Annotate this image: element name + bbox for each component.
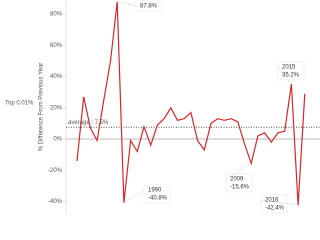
data-line xyxy=(76,1,306,206)
y-tick-label: 60% xyxy=(50,43,63,49)
annotation-year: 1990 xyxy=(148,188,162,194)
annotation-leader xyxy=(260,199,299,206)
annotation-value: -40.8% xyxy=(148,196,168,202)
annotation-value: -15.6% xyxy=(230,185,250,191)
annotation: 2009 -15.6% xyxy=(225,163,253,193)
annotation-year: 2016 xyxy=(265,198,279,204)
annotation-value: 87.8% xyxy=(140,4,158,10)
average-label: average : 7.5% xyxy=(68,120,109,126)
y-tick-label: 40% xyxy=(50,74,63,80)
page: {"chart_data": { "type": "line", "group_… xyxy=(5,0,320,214)
annotation-leader xyxy=(123,189,145,203)
y-tick-label: -20% xyxy=(48,168,63,174)
annotation-leader xyxy=(277,66,292,85)
annotation-year: 2009 xyxy=(230,177,244,183)
annotation-year: 2015 xyxy=(282,65,296,71)
annotation-box xyxy=(260,194,288,214)
annotation: 2015 35.2% xyxy=(277,61,305,85)
y-axis-title: % Difference From Previous Year xyxy=(39,63,45,152)
annotation: 1990 -40.8% xyxy=(123,184,171,204)
y-tick-label: -40% xyxy=(48,199,63,205)
y-tick-label: 20% xyxy=(50,105,63,111)
annotation-box xyxy=(143,184,171,204)
group-label: Top 0.01% xyxy=(5,101,34,107)
annotation-box xyxy=(225,173,253,193)
y-tick-label: 80% xyxy=(50,12,63,18)
annotation-leader xyxy=(225,163,252,180)
annotation-value: 35.2% xyxy=(282,73,300,79)
chart: Top 0.01% % Difference From Previous Yea… xyxy=(5,0,320,214)
annotation-value: -42.4% xyxy=(265,206,285,212)
y-tick-label: 0% xyxy=(53,137,62,143)
annotation: 87.8% xyxy=(117,0,163,12)
annotation: 2016 -42.4% xyxy=(260,194,299,214)
annotation-leader xyxy=(117,1,137,7)
